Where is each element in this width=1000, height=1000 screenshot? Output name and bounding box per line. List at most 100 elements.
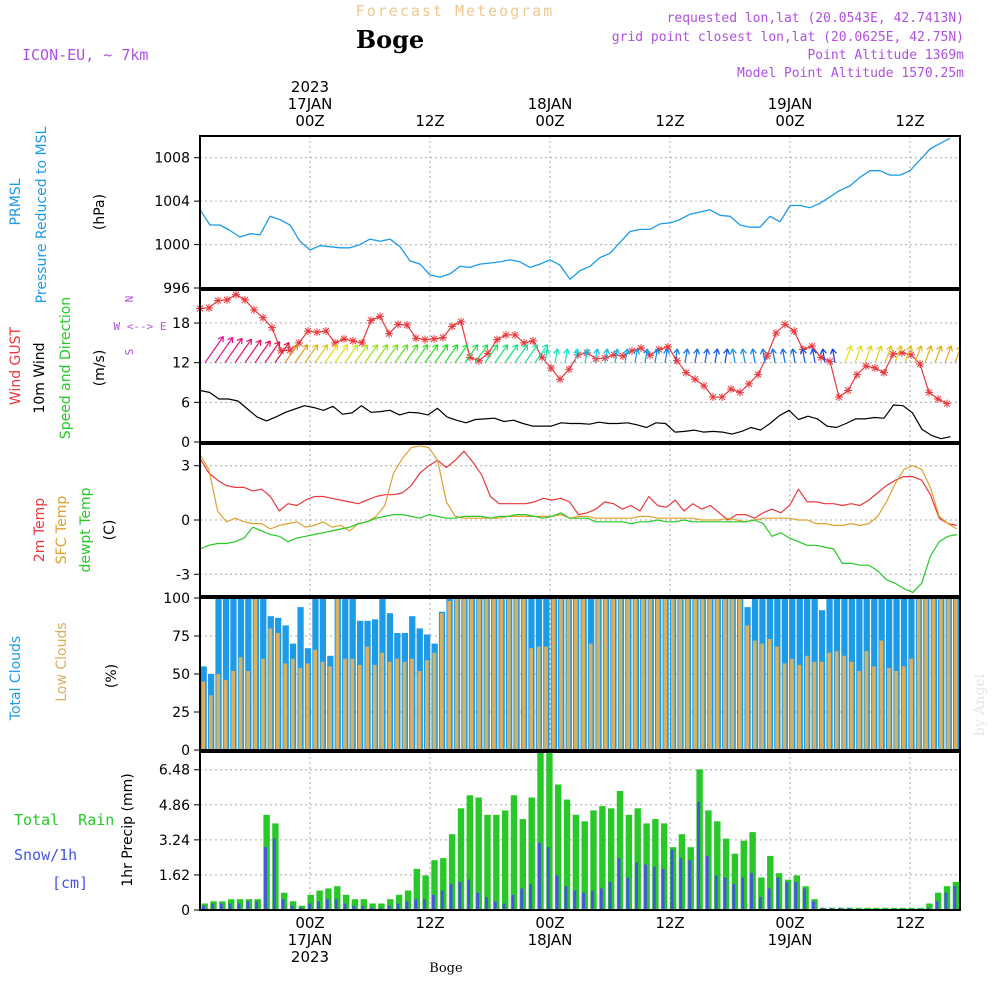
wind-arrowhead — [322, 344, 329, 351]
wind-arrow — [944, 345, 952, 363]
low-cloud-bar — [454, 598, 459, 750]
rain-bar — [475, 797, 482, 910]
wind-arrow — [384, 344, 399, 364]
rain-bar — [334, 886, 341, 910]
wind-arrowhead — [643, 348, 651, 355]
wind-arrowhead — [819, 348, 827, 355]
rain-bar — [510, 795, 518, 910]
snow-bar — [705, 855, 709, 910]
wind-arrowhead — [759, 348, 767, 355]
wind-arrowhead — [382, 344, 389, 351]
snow-bar — [467, 879, 471, 910]
wind-label-unit: (m/s) — [92, 350, 108, 387]
snow-bar — [608, 881, 612, 910]
snow-bar — [785, 881, 789, 910]
low-cloud-bar — [603, 598, 608, 750]
low-cloud-bar — [261, 658, 265, 750]
gust-marker — [367, 316, 375, 325]
low-cloud-bar — [723, 598, 727, 750]
wind-arrow — [914, 345, 922, 363]
wind-arrowhead — [703, 348, 711, 355]
gust-marker — [223, 295, 231, 304]
snow-bar — [732, 884, 736, 910]
snow-bar — [290, 905, 294, 910]
low-cloud-bar — [320, 661, 325, 750]
wind-arrowhead — [896, 345, 903, 352]
low-cloud-bar — [633, 598, 638, 750]
clouds-panel: 0 25 50 75 100 Total Clouds Low Clouds (%) — [8, 591, 961, 759]
wind-arrow — [434, 344, 449, 364]
gust-marker — [916, 360, 924, 369]
snow-bar — [697, 801, 700, 910]
wind-arrowhead — [956, 345, 960, 350]
pressure-ytick-label: 1004 — [154, 194, 190, 210]
snow-bar — [652, 866, 656, 910]
low-cloud-bar — [223, 680, 228, 750]
snow-bar — [803, 888, 806, 910]
low-cloud-bar — [469, 598, 474, 750]
wind-arrow — [781, 348, 786, 363]
low-cloud-bar — [648, 598, 653, 750]
low-cloud-bar — [313, 649, 317, 750]
wind-arrow — [854, 345, 862, 363]
wind-arrow — [801, 348, 806, 363]
low-cloud-bar — [201, 681, 206, 750]
snow-bar — [935, 901, 939, 910]
rain-bar — [652, 819, 659, 910]
low-cloud-bar — [946, 598, 951, 750]
gust-marker — [853, 370, 861, 379]
rain-bar — [395, 894, 403, 910]
low-cloud-bar — [425, 660, 429, 750]
wind-arrowhead — [372, 344, 379, 351]
rain-bar — [546, 752, 553, 910]
low-cloud-bar — [879, 640, 884, 750]
gust-marker — [394, 320, 402, 329]
rain-bar — [714, 821, 721, 910]
top-time-label: 12Z — [895, 112, 924, 130]
gust-marker — [754, 370, 762, 379]
wind-arrowhead — [236, 337, 243, 345]
wind-arrowhead — [809, 348, 817, 355]
precip-ytick-label: 3.24 — [159, 833, 190, 849]
gust-marker — [511, 330, 519, 339]
low-cloud-bar — [894, 671, 899, 750]
gust-marker — [862, 362, 870, 370]
snow-bar — [396, 903, 400, 910]
low-cloud-bar — [715, 598, 720, 750]
bottom-time-label: 18JAN — [528, 931, 573, 949]
snow-bar — [520, 888, 524, 910]
wind-arrowhead — [713, 348, 721, 355]
wind-arrow — [751, 348, 756, 363]
pressure-label-desc: Pressure Reduced to MSL — [34, 126, 50, 303]
gust-marker — [664, 342, 672, 351]
snow-bar — [379, 907, 382, 910]
rain-bar — [722, 838, 730, 910]
top-time-label: 17JAN — [288, 95, 333, 113]
wind-arrow — [334, 344, 349, 364]
precip-label-snow: Snow/1h — [14, 846, 77, 864]
snow-bar — [529, 884, 532, 910]
gust-marker — [538, 353, 546, 362]
gust-marker — [556, 375, 564, 384]
gust-marker — [934, 395, 942, 404]
rain-bar — [731, 853, 739, 910]
rain-bar — [378, 903, 385, 910]
snow-bar — [228, 903, 232, 910]
low-cloud-bar — [775, 646, 779, 750]
wind-arrow — [364, 344, 379, 364]
wind-label-gust: Wind GUST — [8, 326, 24, 405]
rain-bar — [493, 814, 500, 910]
rain-bar — [289, 901, 297, 910]
low-cloud-bar — [931, 598, 936, 750]
pressure-panel: 996 1000 1004 1008 PRMSL Pressure Reduced to … — [8, 126, 961, 303]
wind-arrow — [414, 344, 429, 364]
gust-marker — [781, 320, 789, 329]
low-cloud-bar — [276, 633, 280, 750]
wind-arrowhead — [482, 344, 489, 351]
rain-bar — [537, 752, 544, 910]
model-label: ICON-EU, ~ 7km — [22, 46, 148, 64]
low-cloud-bar — [678, 598, 683, 750]
gust-marker — [646, 351, 654, 360]
gust-marker — [790, 326, 798, 335]
low-cloud-bar — [439, 613, 444, 750]
